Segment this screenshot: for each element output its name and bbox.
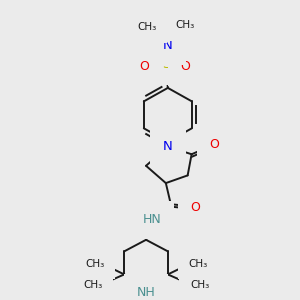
Text: N: N — [163, 140, 173, 153]
Text: CH₃: CH₃ — [175, 20, 194, 30]
Text: O: O — [181, 60, 190, 73]
Text: O: O — [139, 60, 149, 73]
Text: NH: NH — [137, 286, 155, 299]
Text: HN: HN — [142, 213, 161, 226]
Text: N: N — [163, 39, 173, 52]
Text: CH₃: CH₃ — [83, 280, 102, 290]
Text: S: S — [162, 58, 170, 71]
Text: O: O — [209, 138, 219, 151]
Text: CH₃: CH₃ — [188, 259, 207, 269]
Text: CH₃: CH₃ — [85, 259, 104, 269]
Text: O: O — [190, 201, 200, 214]
Text: CH₃: CH₃ — [190, 280, 209, 290]
Text: CH₃: CH₃ — [137, 22, 157, 32]
